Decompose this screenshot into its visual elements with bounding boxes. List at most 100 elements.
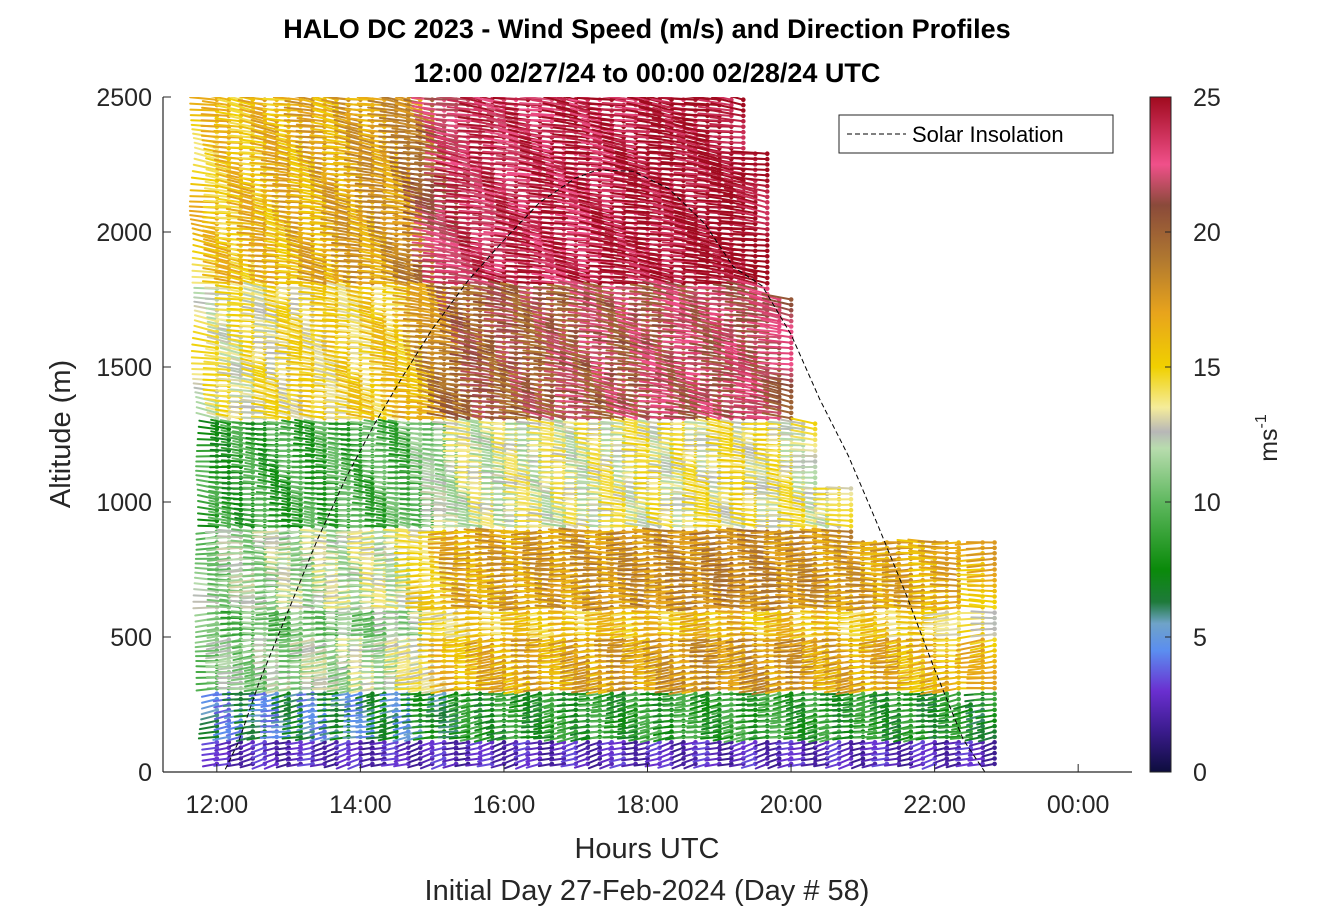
wind-barb: [402, 324, 434, 328]
wind-barb: [308, 140, 338, 144]
wind-barb: [215, 254, 242, 263]
wind-barb: [202, 267, 230, 274]
wind-barb-dot: [226, 718, 232, 723]
wind-barbs: [188, 97, 997, 770]
wind-barb: [193, 157, 218, 166]
wind-barb: [301, 579, 326, 583]
wind-barb: [201, 703, 218, 710]
wind-barb: [202, 373, 230, 377]
wind-barb: [337, 497, 362, 501]
wind-barb: [405, 568, 434, 572]
wind-barb: [215, 389, 242, 393]
wind-barb: [193, 319, 218, 328]
wind-barb: [215, 265, 242, 274]
wind-barb: [210, 418, 230, 425]
wind-barb: [191, 263, 218, 269]
wind-barb: [214, 746, 230, 752]
wind-barb: [220, 521, 242, 528]
wind-barb: [388, 459, 410, 463]
wind-barb: [378, 129, 410, 134]
wind-barb: [225, 725, 242, 731]
wind-barb: [210, 436, 230, 441]
wind-barb-dot: [286, 416, 291, 421]
wind-barb: [210, 97, 230, 101]
wind-barb: [264, 345, 290, 350]
wind-barb: [205, 157, 230, 166]
wind-barb: [213, 277, 242, 285]
wind-barb: [437, 730, 458, 734]
wind-barb-dot: [274, 691, 279, 696]
wind-barb: [191, 269, 218, 274]
wind-barb: [207, 593, 230, 598]
wind-barb: [191, 256, 218, 263]
wind-barb: [202, 260, 230, 269]
wind-barb-dot: [214, 351, 220, 356]
wind-barb: [217, 579, 242, 583]
wind-barb: [215, 204, 242, 209]
wind-barb: [203, 254, 230, 263]
wind-barb: [400, 692, 422, 696]
wind-barb: [205, 660, 230, 664]
wind-barb: [208, 510, 230, 517]
wind-barb: [372, 568, 398, 572]
wind-barb-dot: [214, 502, 220, 508]
wind-barb: [207, 325, 230, 333]
wind-barb: [220, 453, 242, 458]
wind-barb: [196, 438, 218, 441]
wind-barb: [343, 178, 374, 182]
wind-barb: [271, 189, 302, 193]
wind-barb-dot: [370, 416, 375, 421]
wind-barb: [355, 725, 374, 729]
wind-barb: [355, 730, 374, 734]
wind-barb: [213, 757, 230, 762]
wind-barb-dot: [238, 448, 244, 454]
wind-barb: [201, 698, 218, 704]
wind-barb: [206, 563, 230, 567]
wind-barb: [359, 606, 386, 610]
wind-barb: [219, 649, 242, 657]
wind-barb: [207, 330, 230, 339]
wind-barb: [195, 406, 218, 414]
wind-barb: [217, 568, 242, 573]
wind-barb-dot: [214, 707, 220, 713]
wind-barb: [198, 725, 218, 731]
wind-barb: [255, 497, 278, 501]
wind-barb: [205, 644, 230, 651]
wind-barb: [203, 360, 230, 366]
wind-barb-dot: [226, 356, 232, 362]
wind-barb: [194, 644, 218, 649]
wind-barb: [190, 350, 218, 355]
wind-barb-dot: [226, 362, 232, 367]
wind-barb: [207, 516, 230, 522]
wind-barb: [214, 271, 242, 279]
wind-barb: [383, 676, 410, 680]
wind-barb: [220, 446, 242, 452]
wind-barb: [203, 243, 230, 252]
wind-barb: [200, 124, 230, 128]
wind-barb: [418, 573, 446, 576]
wind-barb-dot: [226, 648, 232, 653]
wind-barb: [192, 594, 218, 598]
wind-barb: [349, 427, 374, 431]
wind-barb: [240, 405, 266, 409]
wind-barb: [274, 275, 302, 279]
wind-barb: [228, 394, 254, 398]
wind-barb: [199, 719, 218, 726]
wind-barb: [311, 687, 338, 691]
wind-barb: [203, 193, 230, 198]
wind-barb: [215, 110, 242, 117]
wind-barb: [220, 434, 242, 441]
wind-barb: [206, 341, 230, 350]
wind-barb-dot: [238, 281, 244, 286]
wind-barb: [198, 730, 218, 735]
wind-barb: [281, 524, 302, 528]
wind-barb: [200, 708, 218, 716]
wind-barb: [212, 135, 242, 139]
wind-barb: [290, 568, 314, 572]
wind-barb: [198, 419, 218, 425]
wind-barb: [419, 497, 446, 501]
wind-barb: [330, 703, 350, 707]
wind-barb: [279, 438, 302, 441]
wind-barb-dot: [214, 507, 220, 513]
wind-barb: [216, 371, 242, 377]
